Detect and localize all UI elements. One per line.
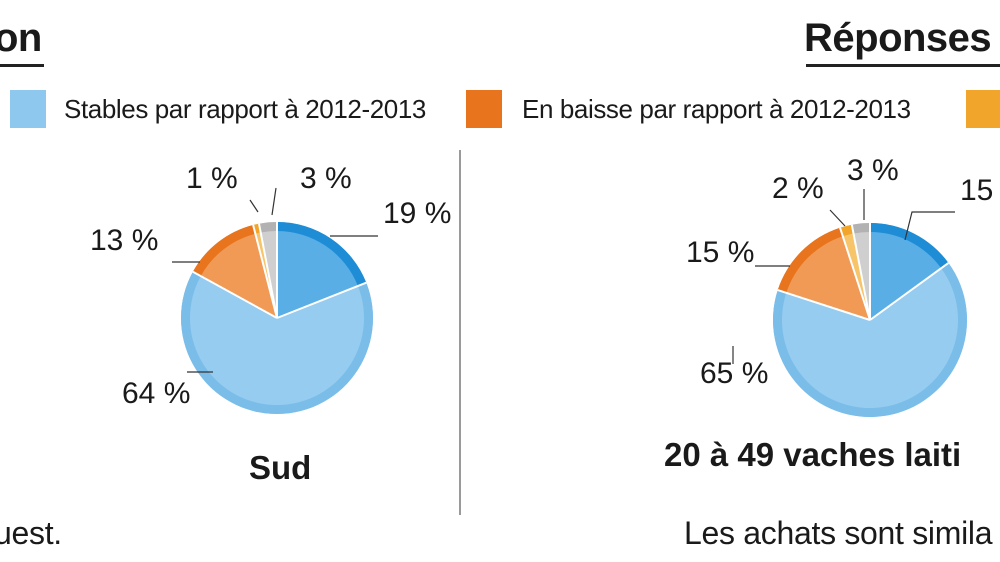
legend-label-decrease: En baisse par rapport à 2012-2013 bbox=[522, 94, 911, 124]
caption-right: Les achats sont simila bbox=[684, 515, 993, 551]
slice-separator bbox=[839, 227, 871, 321]
pie-slice bbox=[773, 262, 967, 417]
pie-slice-rim bbox=[259, 222, 277, 233]
pie-slice-rim bbox=[840, 224, 854, 237]
slice-label: 65 % bbox=[700, 357, 768, 390]
pie-slice-rim bbox=[277, 222, 367, 286]
pie-slice-rim bbox=[851, 223, 870, 234]
legend-swatch-increase bbox=[966, 90, 1000, 128]
pie-slice-rim bbox=[777, 227, 843, 293]
section-heading-left: on bbox=[0, 16, 42, 60]
slice-separator bbox=[276, 281, 367, 319]
slice-label: 15 % bbox=[960, 174, 1000, 207]
pie-title-right: 20 à 49 vaches laiti bbox=[664, 436, 962, 473]
leader-line bbox=[829, 209, 846, 227]
slice-label: 13 % bbox=[90, 224, 158, 257]
slice-label: 2 % bbox=[772, 172, 824, 205]
legend-swatch-stable bbox=[10, 90, 46, 128]
slice-label: 3 % bbox=[300, 162, 352, 195]
pie-slice-rim bbox=[192, 225, 256, 277]
slice-separator bbox=[258, 223, 278, 319]
slice-label: 3 % bbox=[847, 154, 899, 187]
pie-slice bbox=[181, 271, 373, 414]
slice-separator bbox=[869, 262, 950, 321]
pie-title-left: Sud bbox=[249, 449, 312, 486]
caption-left: uest. bbox=[0, 515, 62, 551]
leader-line bbox=[904, 211, 955, 241]
legend-label-stable: Stables par rapport à 2012-2013 bbox=[64, 94, 426, 124]
pie-slice-rim bbox=[773, 262, 967, 417]
pie-slice-rim bbox=[870, 223, 949, 269]
slice-separator bbox=[252, 224, 278, 319]
slice-separator bbox=[777, 289, 871, 321]
leader-line bbox=[249, 199, 259, 213]
leader-line bbox=[271, 187, 277, 216]
legend-swatch-decrease bbox=[466, 90, 502, 128]
slice-label: 19 % bbox=[383, 197, 451, 230]
heading-underline-right bbox=[806, 64, 1000, 67]
slice-label: 1 % bbox=[186, 162, 238, 195]
slice-separator bbox=[850, 224, 871, 321]
slice-label: 15 % bbox=[686, 236, 754, 269]
heading-underline-left bbox=[0, 64, 44, 67]
slice-label: 64 % bbox=[122, 377, 190, 410]
pie-slice bbox=[277, 222, 367, 318]
section-heading-right: Réponses bbox=[804, 16, 992, 60]
column-divider bbox=[459, 150, 461, 515]
slice-separator bbox=[192, 270, 278, 319]
